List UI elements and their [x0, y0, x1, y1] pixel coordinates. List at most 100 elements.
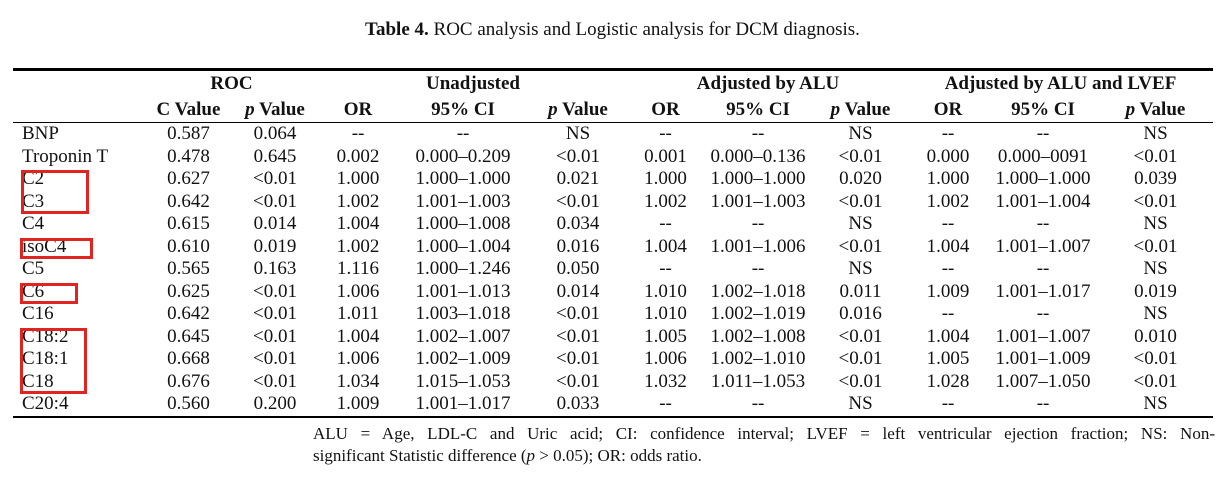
data-cell: 1.004 [926, 235, 970, 257]
data-cell: 1.034 [336, 370, 380, 392]
data-cell: 1.002 [336, 190, 380, 212]
data-cell: <0.01 [253, 280, 297, 302]
data-cell: -- [1036, 123, 1050, 145]
data-cell: <0.01 [838, 370, 883, 392]
data-cell: <0.01 [556, 190, 600, 212]
data-cell: 1.001–1.007 [995, 325, 1091, 347]
data-cell: -- [659, 393, 672, 415]
table-caption: Table 4. ROC analysis and Logistic analy… [0, 19, 1225, 41]
data-cell: -- [1036, 258, 1050, 280]
row-label-cell: C2 [22, 168, 45, 190]
data-cell: 0.011 [839, 280, 882, 302]
data-cell: 1.002–1.018 [710, 280, 806, 302]
table-row: Troponin T 0.478 0.645 0.002 0.000–0.209 <0.0… [13, 146, 1213, 169]
column-header-cell: p Value [245, 98, 305, 120]
data-cell: <0.01 [556, 325, 600, 347]
table-row: isoC4 0.610 0.019 1.002 1.000–1.004 0.016 1.00… [13, 236, 1213, 259]
data-cell: 1.001–1.007 [995, 235, 1091, 257]
row-label-cell: C18:2 [22, 325, 69, 347]
data-cell: 1.006 [336, 280, 380, 302]
data-cell: NS [1143, 258, 1168, 280]
data-cell: 1.002 [926, 190, 970, 212]
column-header-cell: p Value [1125, 98, 1186, 120]
data-cell: 0.001 [644, 145, 687, 167]
data-cell: 0.627 [167, 168, 210, 190]
data-cell: <0.01 [1133, 145, 1178, 167]
data-cell: 1.002 [336, 235, 380, 257]
data-cell: 0.000–0091 [997, 145, 1089, 167]
data-cell: 1.000–1.000 [995, 168, 1091, 190]
data-cell: 0.021 [556, 168, 600, 190]
table-caption-label: Table 4. [365, 19, 429, 40]
table-row: C20:4 0.560 0.200 1.009 1.001–1.017 0.033 -- --… [13, 393, 1213, 417]
data-cell: NS [1143, 303, 1168, 325]
data-cell: 1.002–1.007 [415, 325, 511, 347]
data-cell: -- [751, 123, 765, 145]
table-wrap: ROC Unadjusted Adjusted by ALU Adjusted by … [13, 68, 1214, 418]
group-header-cell: Unadjusted [426, 73, 520, 94]
footnote-line-1: ALU = Age, LDL-C and Uric acid; CI: conf… [313, 424, 1215, 443]
data-cell: -- [941, 393, 955, 415]
data-cell: 0.560 [167, 393, 210, 415]
data-cell: <0.01 [253, 325, 297, 347]
data-cell: 0.000–0.136 [710, 145, 806, 167]
data-cell: <0.01 [556, 303, 600, 325]
table-row: C18:1 0.668 <0.01 1.006 1.002–1.009 <0.01 1.00… [13, 348, 1213, 371]
data-cell: 1.028 [926, 370, 970, 392]
data-cell: 1.007–1.050 [995, 370, 1091, 392]
data-cell: 1.000 [336, 168, 380, 190]
roc-analysis-table: ROC Unadjusted Adjusted by ALU Adjusted by … [13, 68, 1214, 418]
data-cell: NS [848, 213, 873, 235]
data-cell: <0.01 [838, 145, 883, 167]
data-cell: 1.006 [644, 348, 687, 370]
data-cell: 0.016 [556, 235, 600, 257]
table-row: C5 0.565 0.163 1.116 1.000–1.246 0.050 -- -- NS -… [13, 258, 1213, 281]
column-header-cell: OR [933, 98, 963, 120]
data-cell: <0.01 [556, 370, 600, 392]
data-cell: NS [848, 123, 873, 145]
data-cell: 0.200 [253, 393, 297, 415]
data-cell: -- [1036, 213, 1050, 235]
data-cell: 0.039 [1134, 168, 1177, 190]
data-cell: 1.001–1.004 [995, 190, 1091, 212]
table-header: ROC Unadjusted Adjusted by ALU Adjusted by … [13, 70, 1214, 123]
data-cell: 0.615 [167, 213, 210, 235]
data-cell: -- [941, 258, 955, 280]
table-row: C18:2 0.645 <0.01 1.004 1.002–1.007 <0.01 1.00… [13, 326, 1213, 349]
column-header-cell: 95% CI [726, 98, 790, 120]
table-footnote: ALU = Age, LDL-C and Uric acid; CI: conf… [313, 423, 1215, 466]
data-cell: 0.019 [1134, 280, 1177, 302]
data-cell: -- [456, 123, 470, 145]
column-header-cell: OR [343, 98, 373, 120]
data-cell: 0.016 [839, 303, 882, 325]
data-cell: -- [351, 123, 365, 145]
data-cell: 1.002–1.010 [710, 348, 806, 370]
data-cell: -- [751, 393, 765, 415]
row-label-cell: C5 [22, 258, 45, 280]
data-cell: 0.478 [167, 145, 210, 167]
data-cell: -- [751, 213, 765, 235]
data-cell: 1.015–1.053 [415, 370, 511, 392]
data-cell: -- [751, 258, 765, 280]
data-cell: -- [941, 123, 955, 145]
data-cell: 0.010 [1134, 325, 1177, 347]
header-corner-cell [13, 70, 145, 98]
data-cell: 0.050 [556, 258, 600, 280]
data-cell: 1.004 [644, 235, 687, 257]
table-row: C6 0.625 <0.01 1.006 1.001–1.013 0.014 1.010 1.… [13, 281, 1213, 304]
data-cell: 1.001–1.003 [710, 190, 806, 212]
data-cell: 1.002–1.009 [415, 348, 511, 370]
data-cell: 1.002 [644, 190, 687, 212]
data-cell: NS [1143, 123, 1168, 145]
data-cell: 0.676 [167, 370, 210, 392]
data-cell: 0.014 [556, 280, 600, 302]
data-cell: 1.003–1.018 [415, 303, 511, 325]
data-cell: 1.116 [336, 258, 380, 280]
data-cell: 1.001–1.006 [710, 235, 806, 257]
data-cell: -- [1036, 303, 1050, 325]
row-label-cell: C18:1 [22, 348, 69, 370]
column-header-cell: 95% CI [431, 98, 495, 120]
data-cell: 1.001–1.013 [415, 280, 511, 302]
table-row: C3 0.642 <0.01 1.002 1.001–1.003 <0.01 1.002 1.… [13, 191, 1213, 214]
column-header-cell: 95% CI [1011, 98, 1075, 120]
